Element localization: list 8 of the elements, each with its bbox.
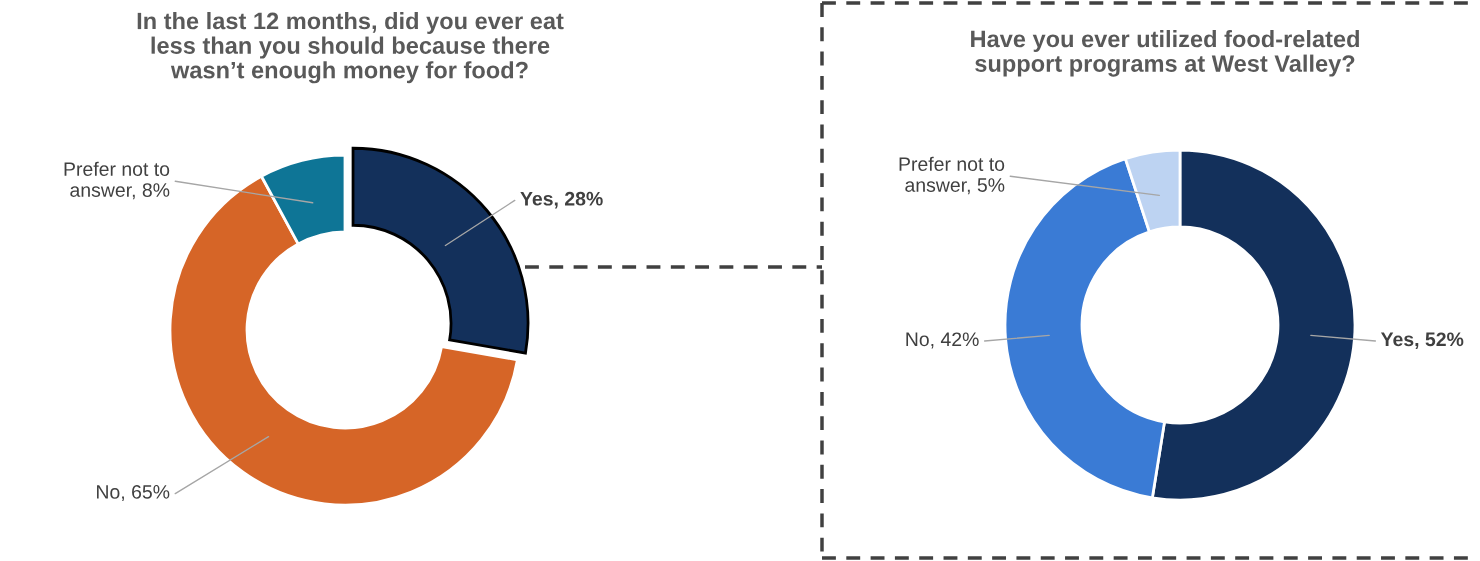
slice-label: No, 42% <box>906 332 979 349</box>
slice-label: Prefer not to answer, 8% <box>64 161 170 200</box>
chart-title: In the last 12 months, did you ever eat less than you should because there wasn’t enough money for food? <box>137 12 564 84</box>
slice-label: No, 65% <box>97 485 170 502</box>
slice-label: Prefer not to answer, 5% <box>899 156 1005 195</box>
slice-label: Yes, 28% <box>520 191 603 209</box>
chart-title: Have you ever utilized food-related support programs at West Valley? <box>971 30 1359 77</box>
slice-label: Yes, 52% <box>1380 332 1464 349</box>
